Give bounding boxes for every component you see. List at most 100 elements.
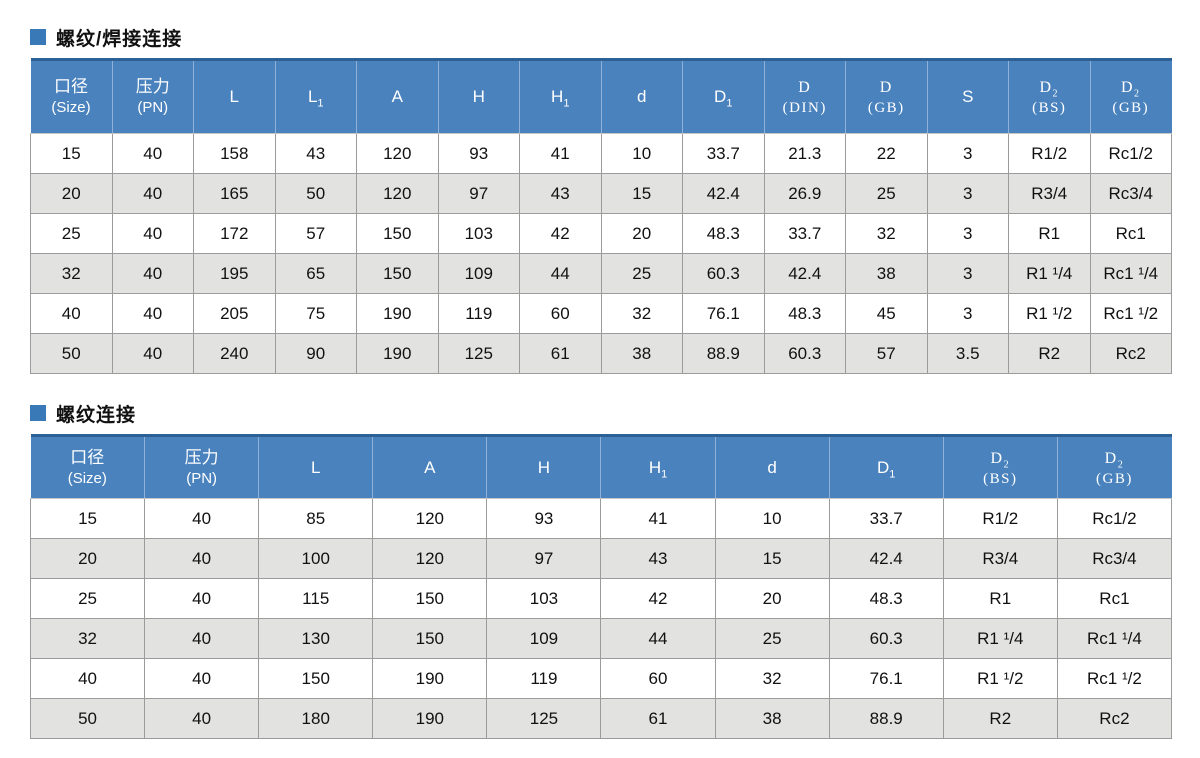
table-cell: R1 — [942, 578, 1058, 619]
column-header-main: S — [928, 86, 1009, 107]
table-cell: 60.3 — [828, 618, 944, 659]
column-header-symbol: A — [424, 457, 436, 477]
table-cell: 103 — [486, 578, 602, 619]
table-cell: 150 — [372, 618, 488, 659]
column-header-symbol: d — [767, 457, 777, 477]
column-header-main: 压力 — [113, 76, 194, 97]
table-cell: 76.1 — [682, 293, 765, 334]
column-header-main: L1 — [276, 86, 357, 109]
column-header-subscript: 1 — [726, 97, 733, 110]
table-cell: R1/2 — [1008, 133, 1091, 174]
column-header-main: A — [373, 457, 486, 478]
table-cell: R1 ¹/2 — [942, 658, 1058, 699]
table-cell: Rc3/4 — [1089, 173, 1172, 214]
table-body: 15 40 158 43 120 93 41 10 33.7 21.3 22 3 R1/2 Rc1/2 20… — [30, 133, 1172, 374]
table-cell: Rc1/2 — [1056, 498, 1173, 539]
table-cell: 20 — [29, 538, 146, 579]
table-cell: 190 — [372, 658, 488, 699]
table-cell: 119 — [437, 293, 520, 334]
table-cell: 33.7 — [763, 213, 846, 254]
column-header: L — [258, 434, 374, 499]
table-cell: R1 ¹/2 — [1008, 293, 1091, 334]
table-cell: 40 — [29, 658, 146, 699]
column-header-standard: (GB) — [1112, 100, 1150, 117]
table-cell: Rc1/2 — [1089, 133, 1172, 174]
column-header-main: A — [357, 86, 438, 107]
table-cell: 40 — [111, 293, 194, 334]
column-header: D2 (BS) — [943, 434, 1058, 499]
column-header: D2 (GB) — [1090, 58, 1172, 134]
table-cell: 10 — [714, 498, 830, 539]
table-cell: 26.9 — [763, 173, 846, 214]
table-cell: 88.9 — [828, 698, 944, 739]
spec-section: 螺纹/焊接连接 口径 (Size) 压力 (PN) L L1 A H H1 d D1 D (DIN) D(… — [30, 24, 1172, 374]
table-cell: 44 — [519, 253, 602, 294]
table-cell: 60 — [519, 293, 602, 334]
table-cell: 40 — [144, 698, 260, 739]
table-cell: 115 — [258, 578, 374, 619]
table-cell: 50 — [30, 333, 113, 374]
column-header: H — [438, 58, 520, 134]
table-row: 15 40 158 43 120 93 41 10 33.7 21.3 22 3 R1/2 Rc1/2 — [30, 133, 1172, 174]
column-header: H1 — [519, 58, 602, 134]
table-cell: 240 — [193, 333, 276, 374]
column-header-subscript: 2 — [1052, 88, 1060, 100]
table-cell: 120 — [372, 538, 488, 579]
column-header-main: H — [439, 86, 520, 107]
column-header-symbol: H — [648, 457, 662, 477]
table-cell: 43 — [519, 173, 602, 214]
table-cell: 60.3 — [763, 333, 846, 374]
column-header-standard: (DIN) — [782, 100, 827, 117]
column-header-standard: (Size) — [51, 99, 91, 117]
table-cell: 42.4 — [828, 538, 944, 579]
column-header-main: H1 — [520, 86, 601, 109]
table-row: 50 40 240 90 190 125 61 38 88.9 60.3 57 3.5 R2 Rc2 — [30, 333, 1172, 374]
column-header-subscript: 1 — [661, 468, 668, 481]
table-cell: 3 — [926, 293, 1009, 334]
table-cell: 43 — [600, 538, 716, 579]
column-header: H1 — [600, 434, 716, 499]
column-header-main: 口径 — [31, 76, 112, 97]
column-header: L — [193, 58, 276, 134]
table-cell: 40 — [111, 173, 194, 214]
table-cell: 33.7 — [828, 498, 944, 539]
column-header-main: D2 — [1058, 447, 1171, 470]
table-row: 20 40 165 50 120 97 43 15 42.4 26.9 25 3 R3/4 Rc3/4 — [30, 173, 1172, 214]
column-header-symbol: L — [307, 87, 318, 107]
column-header: L1 — [275, 58, 357, 134]
table-cell: 15 — [30, 133, 113, 174]
table-cell: 25 — [30, 213, 113, 254]
column-header: d — [715, 434, 830, 499]
column-header-symbol: L — [311, 457, 321, 477]
column-header-standard: (PN) — [137, 99, 169, 117]
table-cell: 38 — [600, 333, 683, 374]
table-cell: 158 — [193, 133, 276, 174]
column-header-main: H1 — [601, 457, 714, 481]
column-header-main: D — [765, 76, 846, 98]
table-cell: 88.9 — [682, 333, 765, 374]
table-cell: 61 — [600, 698, 716, 739]
column-header-main: 口径 — [31, 447, 145, 468]
table-cell: 21.3 — [763, 133, 846, 174]
table-cell: 109 — [486, 618, 602, 659]
column-header: 压力 (PN) — [112, 58, 194, 134]
table-row: 20 40 100 120 97 43 15 42.4 R3/4 Rc3/4 — [29, 538, 1173, 579]
table-cell: 42 — [600, 578, 716, 619]
table-cell: 40 — [144, 538, 260, 579]
column-header: 口径 (Size) — [30, 58, 113, 134]
column-header-symbol: 口径 — [54, 77, 88, 96]
column-header-symbol: D — [877, 457, 890, 477]
table-cell: Rc3/4 — [1056, 538, 1173, 579]
column-header-symbol: H — [537, 457, 551, 477]
column-header-main: D2 — [1091, 76, 1172, 100]
section-title-text: 螺纹连接 — [56, 404, 137, 426]
table-cell: 48.3 — [828, 578, 944, 619]
column-header-standard: (BS) — [1032, 100, 1067, 117]
table-row: 50 40 180 190 125 61 38 88.9 R2 Rc2 — [29, 698, 1173, 739]
table-cell: Rc1 ¹/2 — [1089, 293, 1172, 334]
table-cell: 48.3 — [763, 293, 846, 334]
table-cell: R1 ¹/4 — [942, 618, 1058, 659]
column-header-subscript: 2 — [1134, 88, 1141, 100]
table-cell: 43 — [274, 133, 357, 174]
table-cell: 93 — [437, 133, 520, 174]
